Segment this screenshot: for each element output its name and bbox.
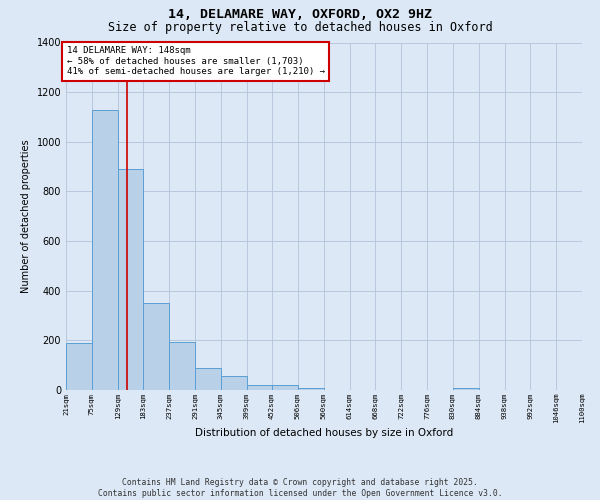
Text: 14 DELAMARE WAY: 148sqm
← 58% of detached houses are smaller (1,703)
41% of semi: 14 DELAMARE WAY: 148sqm ← 58% of detache… bbox=[67, 46, 325, 76]
Bar bbox=[195, 368, 221, 390]
Bar bbox=[298, 388, 324, 390]
Text: Contains HM Land Registry data © Crown copyright and database right 2025.
Contai: Contains HM Land Registry data © Crown c… bbox=[98, 478, 502, 498]
Bar bbox=[247, 385, 272, 390]
Bar bbox=[66, 343, 92, 390]
Bar bbox=[92, 110, 118, 390]
Bar bbox=[118, 169, 143, 390]
Bar bbox=[221, 376, 247, 390]
Text: 14, DELAMARE WAY, OXFORD, OX2 9HZ: 14, DELAMARE WAY, OXFORD, OX2 9HZ bbox=[168, 8, 432, 20]
X-axis label: Distribution of detached houses by size in Oxford: Distribution of detached houses by size … bbox=[195, 428, 453, 438]
Bar bbox=[143, 303, 169, 390]
Bar bbox=[272, 385, 298, 390]
Bar bbox=[453, 388, 479, 390]
Y-axis label: Number of detached properties: Number of detached properties bbox=[21, 140, 31, 293]
Bar bbox=[169, 342, 195, 390]
Text: Size of property relative to detached houses in Oxford: Size of property relative to detached ho… bbox=[107, 21, 493, 34]
